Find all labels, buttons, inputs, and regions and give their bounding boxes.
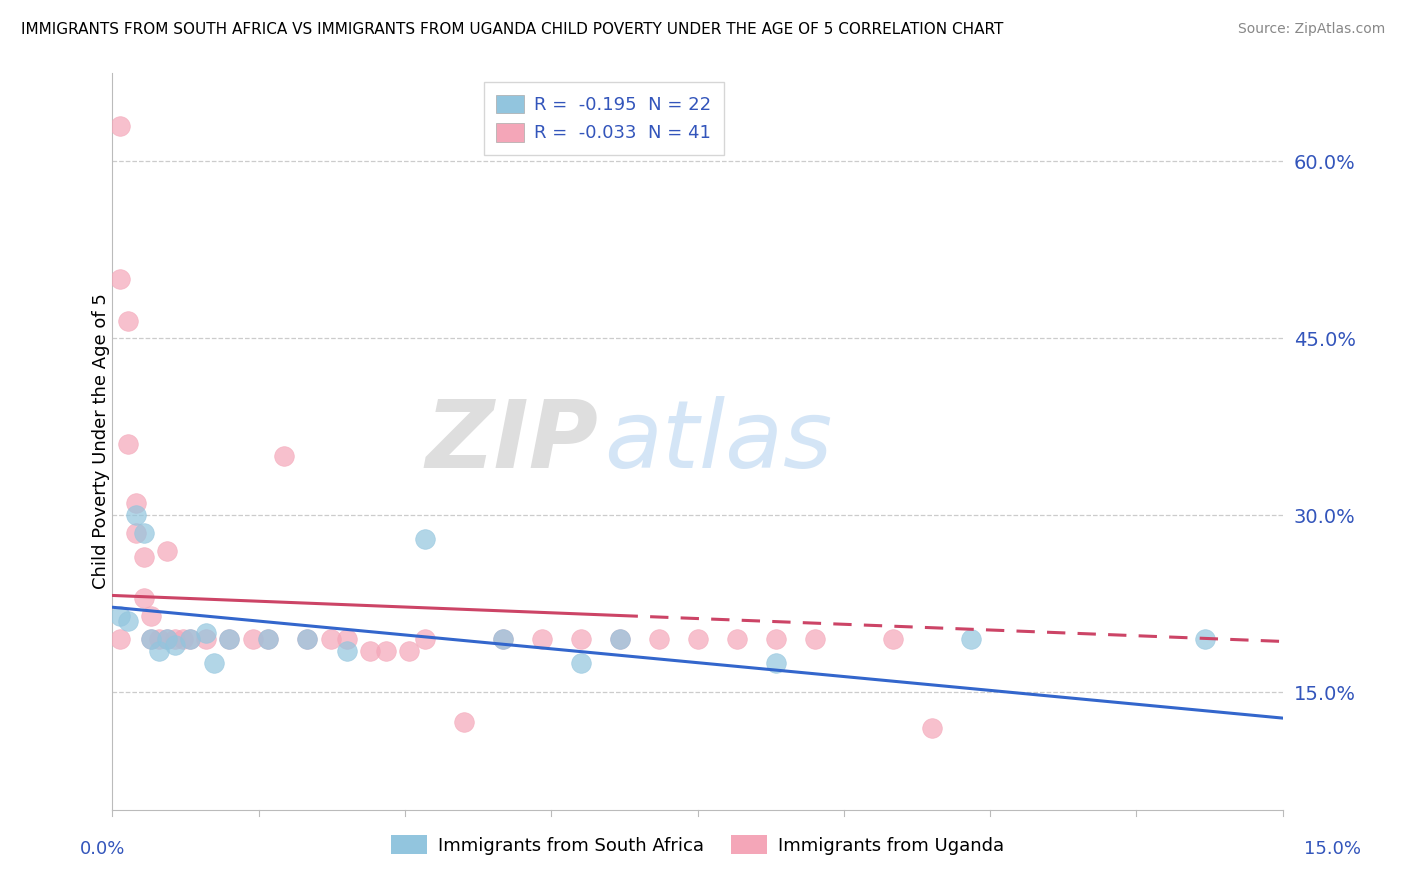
Point xyxy=(125,496,148,510)
Point xyxy=(569,632,592,646)
Point xyxy=(765,656,787,670)
Point xyxy=(125,508,148,523)
Point xyxy=(725,632,748,646)
Point xyxy=(335,644,357,658)
Point xyxy=(179,632,201,646)
Point xyxy=(195,632,218,646)
Point xyxy=(273,450,295,464)
Y-axis label: Child Poverty Under the Age of 5: Child Poverty Under the Age of 5 xyxy=(93,293,110,590)
Point xyxy=(921,721,943,735)
Point xyxy=(156,632,179,646)
Point xyxy=(453,714,475,729)
Point xyxy=(110,272,132,286)
Point xyxy=(195,626,218,640)
Text: 15.0%: 15.0% xyxy=(1305,840,1361,858)
Legend: R =  -0.195  N = 22, R =  -0.033  N = 41: R = -0.195 N = 22, R = -0.033 N = 41 xyxy=(484,82,724,155)
Text: 0.0%: 0.0% xyxy=(80,840,125,858)
Point xyxy=(202,656,225,670)
Point xyxy=(1194,632,1216,646)
Point xyxy=(163,632,186,646)
Point xyxy=(569,656,592,670)
Point xyxy=(117,437,139,451)
Point xyxy=(132,549,155,564)
Point xyxy=(141,608,163,623)
Point xyxy=(179,632,201,646)
Point xyxy=(172,632,194,646)
Point xyxy=(141,632,163,646)
Point xyxy=(647,632,669,646)
Point xyxy=(218,632,240,646)
Point xyxy=(765,632,787,646)
Text: atlas: atlas xyxy=(605,396,832,487)
Point xyxy=(686,632,709,646)
Point xyxy=(117,313,139,327)
Point xyxy=(374,644,396,658)
Point xyxy=(491,632,513,646)
Point xyxy=(132,591,155,605)
Text: IMMIGRANTS FROM SOUTH AFRICA VS IMMIGRANTS FROM UGANDA CHILD POVERTY UNDER THE A: IMMIGRANTS FROM SOUTH AFRICA VS IMMIGRAN… xyxy=(21,22,1004,37)
Point xyxy=(297,632,319,646)
Point xyxy=(141,632,163,646)
Point xyxy=(959,632,981,646)
Point xyxy=(319,632,342,646)
Point xyxy=(110,632,132,646)
Point xyxy=(218,632,240,646)
Point xyxy=(156,632,179,646)
Point xyxy=(803,632,825,646)
Point xyxy=(148,644,170,658)
Point xyxy=(132,525,155,540)
Point xyxy=(148,632,170,646)
Point xyxy=(530,632,553,646)
Point xyxy=(257,632,280,646)
Point xyxy=(117,615,139,629)
Point xyxy=(163,638,186,652)
Point xyxy=(609,632,631,646)
Point xyxy=(125,525,148,540)
Point xyxy=(242,632,264,646)
Point xyxy=(413,532,436,546)
Point xyxy=(359,644,381,658)
Text: Source: ZipAtlas.com: Source: ZipAtlas.com xyxy=(1237,22,1385,37)
Point xyxy=(413,632,436,646)
Point xyxy=(297,632,319,646)
Text: ZIP: ZIP xyxy=(425,395,598,488)
Point xyxy=(882,632,904,646)
Point xyxy=(156,543,179,558)
Point xyxy=(398,644,420,658)
Point xyxy=(335,632,357,646)
Point xyxy=(110,608,132,623)
Point xyxy=(609,632,631,646)
Point xyxy=(110,119,132,133)
Point xyxy=(257,632,280,646)
Point xyxy=(491,632,513,646)
